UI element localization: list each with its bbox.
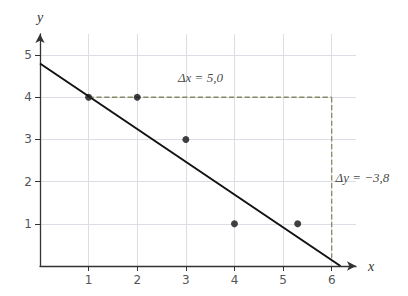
svg-text:3: 3 — [182, 273, 190, 287]
svg-text:5: 5 — [279, 273, 287, 287]
svg-text:x: x — [367, 259, 375, 274]
svg-text:5: 5 — [24, 48, 32, 62]
svg-text:y: y — [35, 10, 44, 25]
svg-text:4: 4 — [231, 273, 239, 287]
svg-text:2: 2 — [133, 273, 141, 287]
svg-text:1: 1 — [85, 273, 93, 287]
svg-text:Δx = 5,0: Δx = 5,0 — [177, 70, 223, 85]
svg-text:4: 4 — [24, 90, 32, 104]
svg-text:6: 6 — [328, 273, 336, 287]
svg-text:2: 2 — [24, 175, 32, 189]
svg-text:3: 3 — [24, 132, 32, 146]
svg-text:Δy = −3,8: Δy = −3,8 — [335, 170, 390, 185]
svg-text:1: 1 — [24, 217, 32, 231]
